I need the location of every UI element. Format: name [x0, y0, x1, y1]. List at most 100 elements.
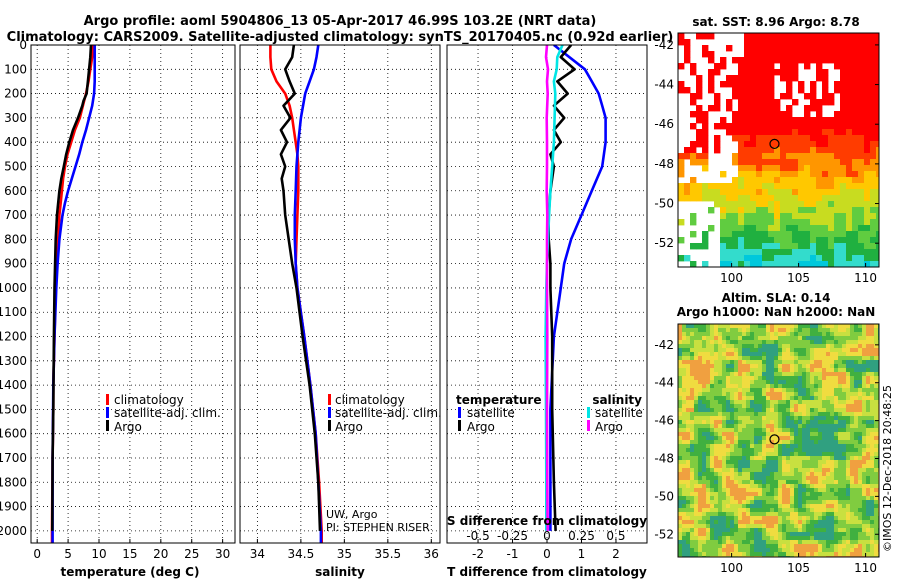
map-cell — [750, 213, 757, 220]
map-cell — [840, 195, 847, 202]
map-cell — [718, 528, 723, 533]
map-cell — [846, 516, 851, 521]
map-cell — [852, 39, 859, 46]
map-cell — [794, 544, 799, 549]
map-cell — [698, 532, 703, 537]
map-cell — [778, 368, 783, 373]
map-cell — [758, 356, 763, 361]
map-cell — [726, 552, 731, 557]
map-cell — [870, 440, 875, 445]
map-cell — [734, 480, 739, 485]
map-cell — [774, 57, 781, 64]
map-cell — [840, 105, 847, 112]
map-cell — [850, 392, 855, 397]
map-cell — [766, 416, 771, 421]
map-cell — [874, 504, 879, 509]
map-cell — [768, 177, 775, 184]
map-cell — [732, 57, 739, 64]
map-cell — [858, 376, 863, 381]
map-cell — [774, 460, 779, 465]
map-cell — [738, 448, 743, 453]
map-cell — [706, 372, 711, 377]
map-cell — [862, 476, 867, 481]
map-cell — [786, 472, 791, 477]
map-cell — [742, 484, 747, 489]
map-cell — [834, 352, 839, 357]
map-cell — [786, 348, 791, 353]
map-cell — [744, 159, 751, 166]
map-cell — [804, 255, 811, 262]
map-cell — [792, 225, 799, 232]
map-cell — [762, 75, 769, 82]
map-cell — [814, 480, 819, 485]
map-cell — [710, 356, 715, 361]
map-cell — [756, 51, 763, 58]
map-cell — [750, 364, 755, 369]
map-cell — [804, 225, 811, 232]
map-cell — [858, 536, 863, 541]
map-cell — [754, 412, 759, 417]
map-cell — [834, 372, 839, 377]
map-cell — [718, 524, 723, 529]
map-cell — [822, 368, 827, 373]
top-tick-label: -0.5 — [466, 529, 489, 543]
map-cell — [786, 364, 791, 369]
map-cell — [766, 408, 771, 413]
map-cell — [766, 348, 771, 353]
map-cell — [750, 171, 757, 178]
map-cell — [840, 75, 847, 82]
map-cell — [846, 213, 853, 220]
map-cell — [686, 476, 691, 481]
map-cell — [870, 328, 875, 333]
map-cell — [756, 171, 763, 178]
map-cell — [726, 404, 731, 409]
map-cell — [786, 147, 793, 154]
map-cell — [726, 408, 731, 413]
map-cell — [726, 540, 731, 545]
map-cell — [842, 496, 847, 501]
map-cell — [746, 340, 751, 345]
map-cell — [858, 261, 865, 267]
map-cell — [826, 544, 831, 549]
map-cell — [722, 524, 727, 529]
map-cell — [774, 159, 781, 166]
map-cell — [746, 380, 751, 385]
map-cell — [830, 460, 835, 465]
map-cell — [774, 189, 781, 196]
map-cell — [754, 524, 759, 529]
map-cell — [828, 201, 835, 208]
map-cell — [738, 492, 743, 497]
map-cell — [838, 424, 843, 429]
map-cell — [766, 532, 771, 537]
map-cell — [738, 249, 745, 256]
map-cell — [726, 364, 731, 369]
map-cell — [718, 428, 723, 433]
map-cell — [782, 488, 787, 493]
x-tick-label: 0 — [543, 547, 551, 561]
map-cell — [762, 428, 767, 433]
map-cell — [770, 512, 775, 517]
map-cell — [758, 332, 763, 337]
map-cell — [706, 544, 711, 549]
map-cell — [866, 500, 871, 505]
map-cell — [816, 261, 823, 267]
map-cell — [870, 528, 875, 533]
map-cell — [802, 324, 807, 329]
map-cell — [782, 428, 787, 433]
map-cell — [858, 472, 863, 477]
map-cell — [858, 420, 863, 425]
map-cell — [746, 524, 751, 529]
map-cell — [738, 524, 743, 529]
map-cell — [744, 231, 751, 238]
map-cell — [826, 404, 831, 409]
map-cell — [846, 324, 851, 329]
map-cell — [790, 548, 795, 553]
map-cell — [698, 416, 703, 421]
map-cell — [742, 492, 747, 497]
map-cell — [738, 416, 743, 421]
map-cell — [684, 51, 691, 58]
map-cell — [714, 516, 719, 521]
map-cell — [770, 364, 775, 369]
map-cell — [714, 480, 719, 485]
map-cell — [794, 324, 799, 329]
